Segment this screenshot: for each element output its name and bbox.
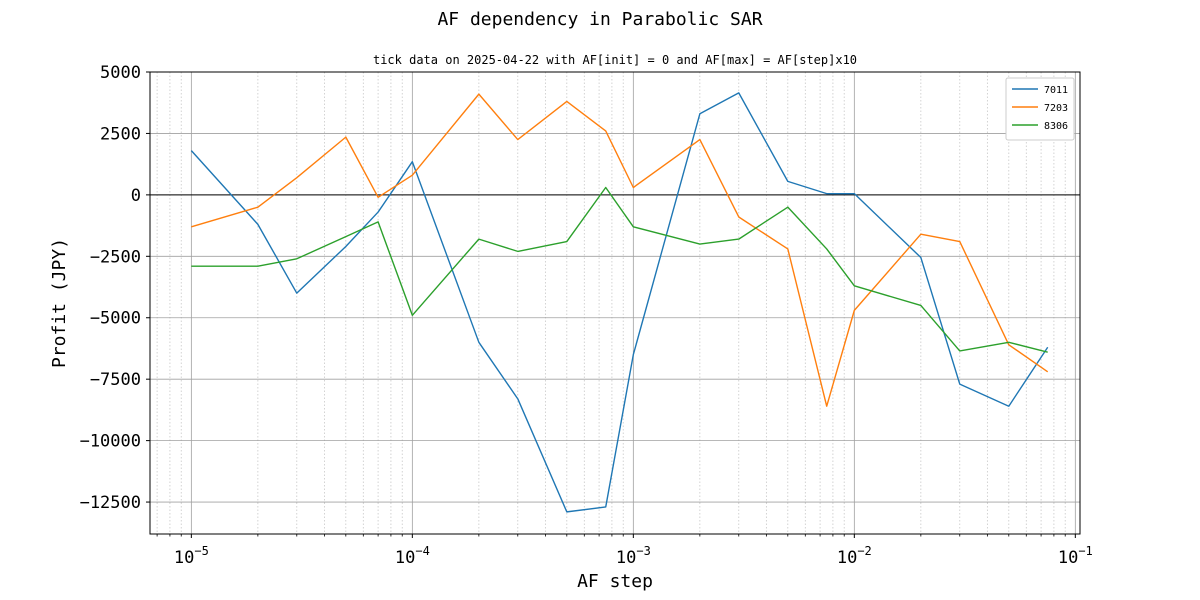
series-group xyxy=(190,92,1049,513)
y-tick-label: −12500 xyxy=(80,493,141,513)
minor-grid xyxy=(156,72,1066,534)
y-tick-label: −7500 xyxy=(90,370,141,390)
x-axis-label: AF step xyxy=(577,571,653,592)
y-axis-label: Profit (JPY) xyxy=(49,238,70,368)
series-line-8306 xyxy=(191,186,1048,353)
y-tick-label: −2500 xyxy=(90,247,141,267)
y-tick-label: −5000 xyxy=(90,309,141,329)
y-tick-label: 5000 xyxy=(100,63,141,83)
legend: 7011 7203 8306 xyxy=(1005,77,1075,141)
y-tick-label: −10000 xyxy=(80,432,141,452)
x-tick-label: 10−4 xyxy=(395,544,430,568)
legend-label-8306: 8306 xyxy=(1044,121,1068,132)
x-tick-label: 10−2 xyxy=(837,544,872,568)
ticks xyxy=(146,71,1076,538)
x-tick-label: 10−3 xyxy=(616,544,651,568)
series-line-7203 xyxy=(191,93,1049,407)
x-tick-label: 10−5 xyxy=(174,544,209,568)
chart-subtitle: tick data on 2025-04-22 with AF[init] = … xyxy=(373,53,857,67)
legend-label-7011: 7011 xyxy=(1044,85,1068,96)
legend-label-7203: 7203 xyxy=(1044,103,1068,114)
y-tick-label: 0 xyxy=(131,186,141,206)
plot-frame xyxy=(149,71,1081,535)
tick-labels: 10−5 10−4 10−3 10−2 10−1 5000 2500 0 −2500 −5000 −… xyxy=(80,63,1093,568)
x-tick-label: 10−1 xyxy=(1058,544,1093,568)
chart-title: AF dependency in Parabolic SAR xyxy=(437,9,762,30)
y-tick-label: 2500 xyxy=(100,124,141,144)
